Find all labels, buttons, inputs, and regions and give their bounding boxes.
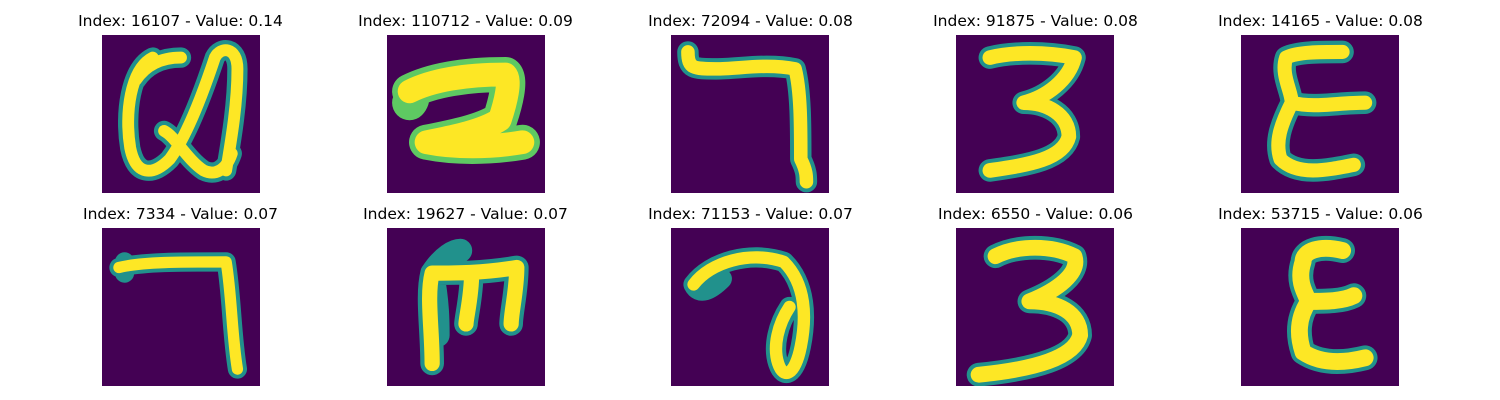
panel-title: Index: 16107 - Value: 0.14 bbox=[78, 12, 283, 30]
panel-6: Index: 7334 - Value: 0.07 bbox=[38, 205, 323, 386]
panel-title: Index: 7334 - Value: 0.07 bbox=[83, 205, 278, 223]
handwritten-letter-e-icon bbox=[1241, 228, 1399, 386]
panel-2: Index: 110712 - Value: 0.09 bbox=[323, 12, 608, 193]
handwritten-digit-3-icon bbox=[956, 228, 1114, 386]
panel-title: Index: 14165 - Value: 0.08 bbox=[1218, 12, 1423, 30]
panel-7: Index: 19627 - Value: 0.07 bbox=[323, 205, 608, 386]
panel-title: Index: 6550 - Value: 0.06 bbox=[938, 205, 1133, 223]
handwritten-digit-3-icon bbox=[956, 35, 1114, 193]
panel-10: Index: 53715 - Value: 0.06 bbox=[1178, 205, 1463, 386]
handwritten-digit-7-icon bbox=[671, 35, 829, 193]
handwritten-digit-7-icon bbox=[102, 228, 260, 386]
panel-4: Index: 91875 - Value: 0.08 bbox=[893, 12, 1178, 193]
panel-title: Index: 72094 - Value: 0.08 bbox=[648, 12, 853, 30]
panel-title: Index: 91875 - Value: 0.08 bbox=[933, 12, 1138, 30]
handwritten-letter-e-icon bbox=[1241, 35, 1399, 193]
panel-5: Index: 14165 - Value: 0.08 bbox=[1178, 12, 1463, 193]
panel-8: Index: 71153 - Value: 0.07 bbox=[608, 205, 893, 386]
panel-1: Index: 16107 - Value: 0.14 bbox=[38, 12, 323, 193]
panel-title: Index: 71153 - Value: 0.07 bbox=[648, 205, 853, 223]
panel-9: Index: 6550 - Value: 0.06 bbox=[893, 205, 1178, 386]
handwritten-letter-m-icon bbox=[387, 228, 545, 386]
panel-title: Index: 110712 - Value: 0.09 bbox=[358, 12, 573, 30]
handwritten-digit-7-icon bbox=[671, 228, 829, 386]
panel-title: Index: 53715 - Value: 0.06 bbox=[1218, 205, 1423, 223]
handwritten-letter-a-icon bbox=[102, 35, 260, 193]
handwritten-digit-2-icon bbox=[387, 35, 545, 193]
panel-3: Index: 72094 - Value: 0.08 bbox=[608, 12, 893, 193]
panel-title: Index: 19627 - Value: 0.07 bbox=[363, 205, 568, 223]
